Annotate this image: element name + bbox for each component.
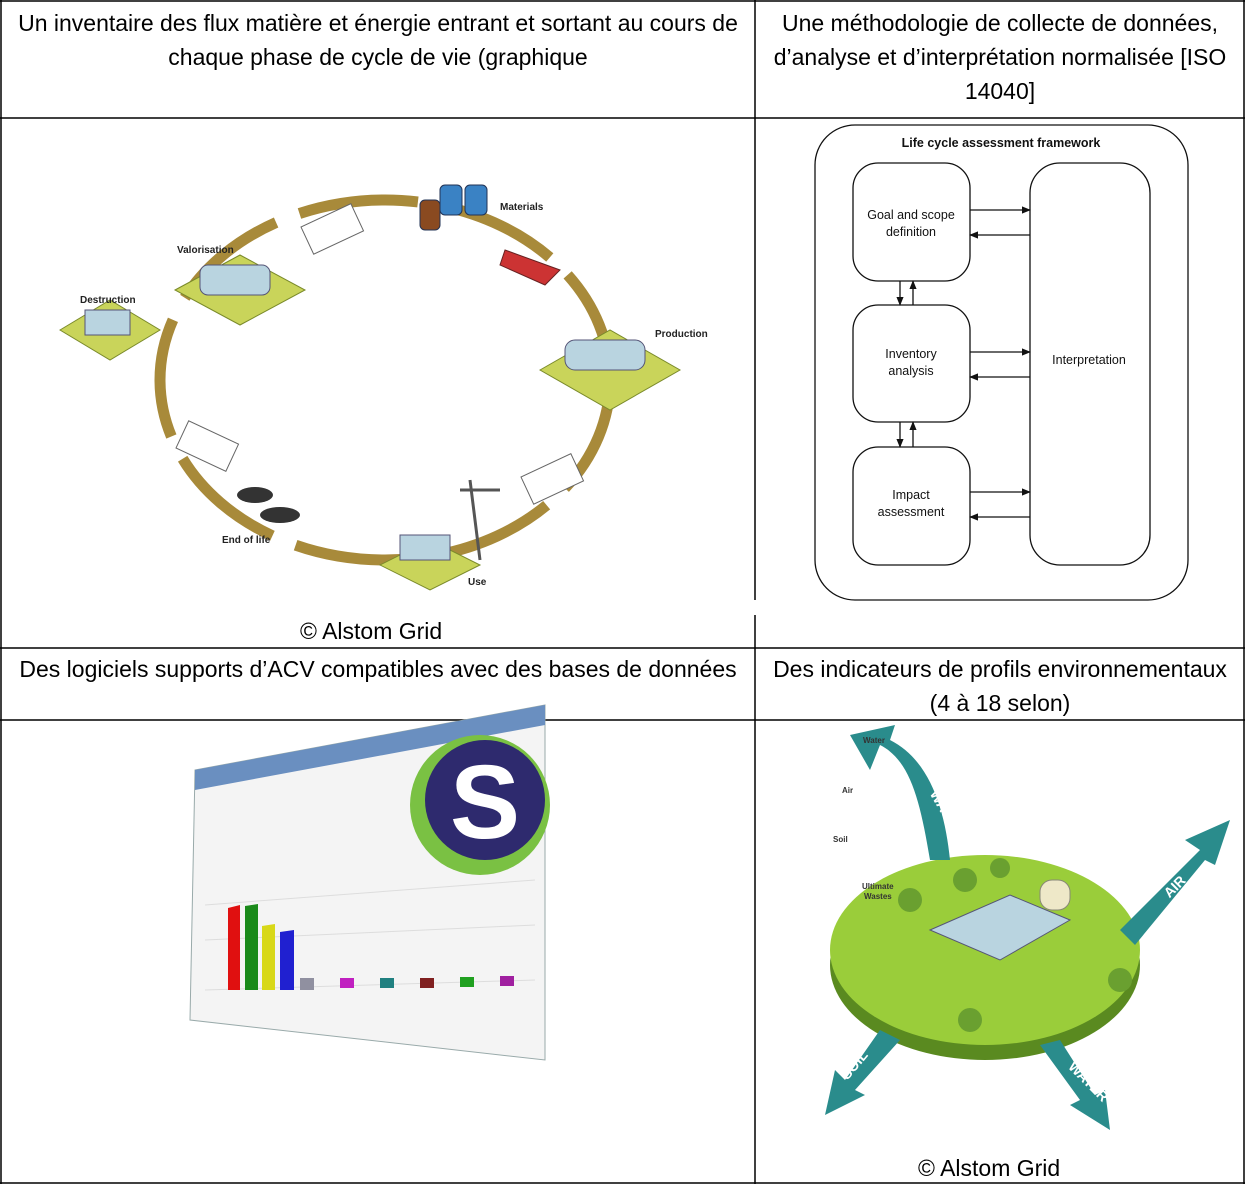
shape: [1108, 968, 1132, 992]
shape: [245, 904, 258, 990]
shape: [420, 978, 434, 988]
cell-text: Des indicateurs de profils environnement…: [773, 656, 1234, 716]
shape: [204, 879, 536, 991]
box-label: definition: [886, 225, 936, 239]
shape: [204, 924, 536, 941]
shape: [990, 858, 1010, 878]
shape: [204, 879, 536, 906]
stage-label: Use: [468, 577, 487, 588]
stage-label: Destruction: [80, 295, 136, 306]
logo: S: [450, 744, 520, 861]
box-label: analysis: [888, 364, 933, 378]
shape: [898, 858, 1132, 1032]
shape: [958, 1008, 982, 1032]
shape: [852, 162, 971, 282]
cell-text: Une méthodologie de collecte de données,…: [773, 10, 1240, 104]
shape: [953, 868, 977, 892]
framework-title: Life cycle assessment framework: [902, 136, 1101, 150]
software-figure: S: [189, 704, 550, 1061]
shape: [898, 888, 922, 912]
flow-label: Soil: [833, 835, 848, 844]
shape: [300, 978, 314, 990]
shape: [460, 479, 500, 561]
box-label: Goal and scope: [867, 208, 955, 222]
shape: [896, 206, 1031, 521]
shape: [300, 203, 365, 255]
shape: [500, 976, 514, 986]
flow-label: Wastes: [864, 892, 892, 901]
shape: [280, 930, 294, 990]
shape: [84, 309, 131, 336]
shape: [380, 978, 394, 988]
shape: [520, 453, 585, 505]
shape: [464, 184, 488, 216]
indicators-figure: Water Air Soil Ultimate Wastes WASTE AIR…: [825, 725, 1230, 1130]
shape: [262, 924, 275, 990]
cell-text: Des logiciels supports d’ACV compatibles…: [19, 656, 737, 682]
shape: [195, 705, 545, 790]
box-label: Impact: [892, 488, 930, 502]
shape: [852, 446, 971, 566]
shape: [928, 894, 1072, 961]
lifecycle-figure: Materials Production Use End of life Des…: [59, 184, 708, 591]
shape: [460, 977, 474, 987]
lca-framework: [814, 124, 1189, 601]
shape: [850, 725, 950, 860]
caption: © Alstom Grid: [918, 1155, 1061, 1181]
stage-label: End of life: [222, 535, 271, 546]
shape: [419, 184, 488, 231]
flow-label: Ultimate: [862, 882, 894, 891]
stage-label: Valorisation: [177, 245, 234, 256]
stage-label: Materials: [500, 202, 544, 213]
shape: [814, 124, 1189, 601]
shape: [564, 339, 646, 371]
box-label: Interpretation: [1052, 353, 1126, 367]
flow-label: Air: [842, 786, 853, 795]
shape: [499, 249, 561, 286]
shape: [1029, 162, 1151, 566]
shape: [175, 203, 585, 505]
shape: [425, 740, 545, 860]
cell-text: Un inventaire des flux matière et énergi…: [18, 10, 745, 70]
shape: [300, 976, 514, 990]
box-label: Inventory: [885, 347, 937, 361]
shape: [1039, 879, 1071, 911]
shape: [175, 420, 240, 472]
shape: [1120, 820, 1230, 945]
shape: [84, 264, 646, 561]
shape: [825, 1030, 900, 1115]
shape: [439, 184, 463, 216]
caption: © Alstom Grid: [300, 618, 443, 644]
shape: [228, 905, 240, 990]
shape: [340, 978, 354, 988]
box-label: assessment: [878, 505, 945, 519]
stage-label: Production: [655, 329, 708, 340]
shape: [237, 487, 300, 523]
shape: [204, 979, 536, 991]
shape: [419, 199, 441, 231]
shape: [399, 534, 451, 561]
shape: [260, 507, 300, 523]
shape: [199, 264, 271, 296]
flow-label: Water: [863, 736, 885, 745]
shape: [237, 487, 273, 503]
shape: [825, 725, 1230, 1130]
shape: [1040, 1040, 1110, 1130]
